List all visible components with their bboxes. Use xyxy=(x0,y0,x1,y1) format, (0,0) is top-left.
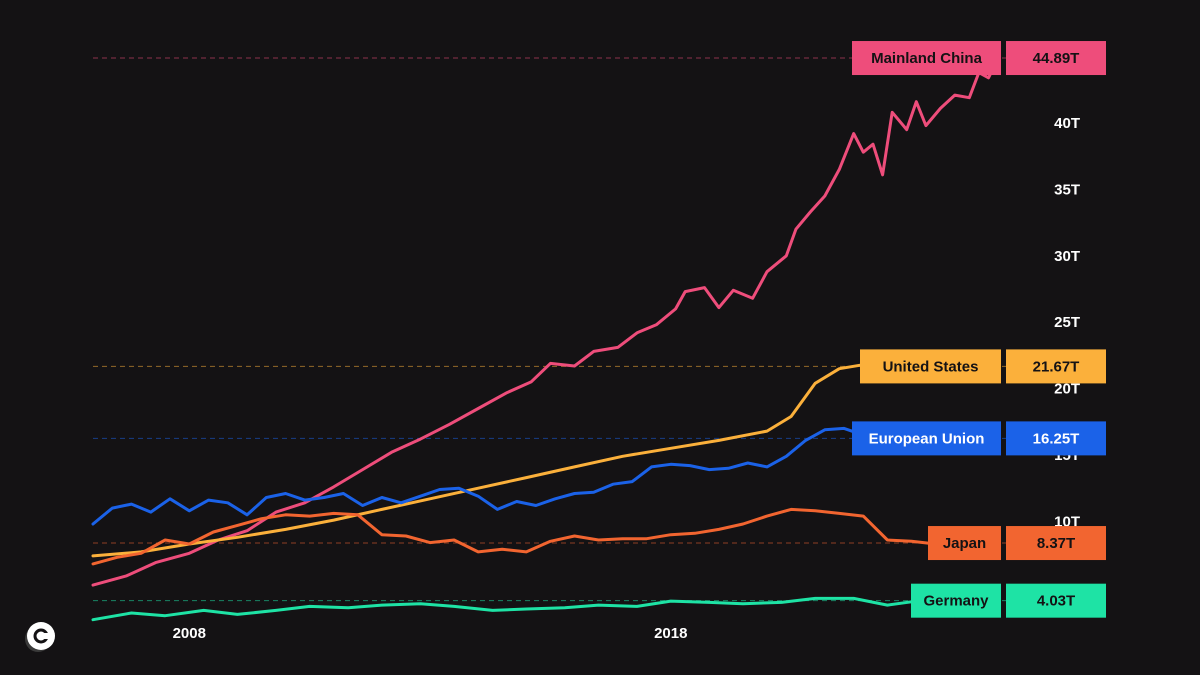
japan-name-text: Japan xyxy=(943,535,986,552)
x-tick-label: 2008 xyxy=(173,625,206,642)
mainland-china-line xyxy=(91,56,1000,587)
y-tick-label: 20T xyxy=(1054,381,1080,398)
united-states-label: United States 21.67T xyxy=(860,349,1106,384)
y-tick-label: 40T xyxy=(1054,115,1080,132)
mainland-china-label: Mainland China 44.89T xyxy=(852,41,1106,76)
united-states-name-box xyxy=(860,349,1001,384)
series-lines xyxy=(91,56,1000,622)
x-tick-label: 2018 xyxy=(654,625,687,642)
japan-value-text: 8.37T xyxy=(1037,535,1075,552)
mainland-china-name-text: Mainland China xyxy=(871,50,982,67)
european-union-label: European Union 16.25T xyxy=(852,421,1106,456)
european-union-value-box xyxy=(1006,421,1106,456)
mainland-china-value-text: 44.89T xyxy=(1033,50,1080,67)
japan-value-box xyxy=(1006,526,1106,561)
japan-label: Japan 8.37T xyxy=(928,526,1106,561)
european-union-value-text: 16.25T xyxy=(1033,430,1080,447)
germany-name-text: Germany xyxy=(923,593,989,610)
germany-value-box xyxy=(1006,583,1106,618)
united-states-value-text: 21.67T xyxy=(1033,358,1080,375)
y-tick-label: 30T xyxy=(1054,248,1080,265)
european-union-name-text: European Union xyxy=(869,430,985,447)
germany-value-text: 4.03T xyxy=(1037,593,1075,610)
united-states-value-box xyxy=(1006,349,1106,384)
united-states-name-text: United States xyxy=(883,358,979,375)
mainland-china-value-box xyxy=(1006,41,1106,76)
reference-lines xyxy=(93,57,1105,602)
japan-line xyxy=(91,507,1000,566)
series-labels: Mainland China 44.89T United States 21.67T E… xyxy=(852,41,1106,618)
mainland-china-name-box xyxy=(852,41,1001,76)
germany-label: Germany 4.03T xyxy=(911,583,1106,618)
european-union-name-box xyxy=(852,421,1001,456)
logo-icon xyxy=(25,622,55,652)
y-tick-label: 25T xyxy=(1054,314,1080,331)
germany-name-box xyxy=(911,583,1001,618)
y-tick-label: 35T xyxy=(1054,181,1080,198)
x-axis: 2008 2018 xyxy=(173,625,688,642)
japan-name-box xyxy=(928,526,1001,561)
germany-line xyxy=(91,596,1000,622)
